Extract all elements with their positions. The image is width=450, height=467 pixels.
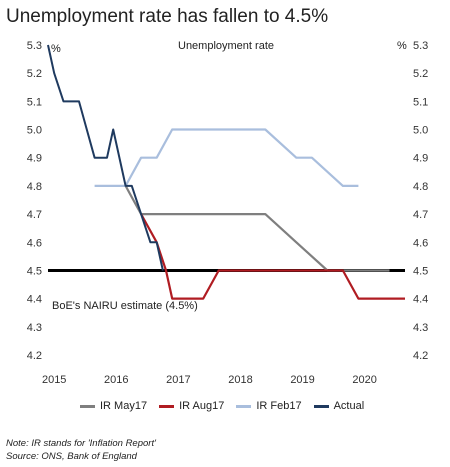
y-tick-left: 4.3 (27, 322, 42, 334)
legend-swatch (236, 404, 252, 408)
y-tick-left: 4.9 (27, 153, 42, 165)
y-tick-right: 4.7 (413, 209, 428, 221)
x-tick: 2019 (290, 374, 314, 386)
legend-item: Actual (313, 400, 365, 412)
y-tick-right: 4.9 (413, 153, 428, 165)
y-tick-right: 4.2 (413, 350, 428, 362)
y-tick-right: 5.2 (413, 68, 428, 80)
legend-label: IR Feb17 (256, 400, 302, 412)
chart-title: Unemployment rate has fallen to 4.5% (6, 6, 329, 27)
legend-label: IR Aug17 (179, 400, 225, 412)
note-line: Note: IR stands for 'Inflation Report' (6, 438, 156, 449)
x-tick: 2016 (104, 374, 128, 386)
x-tick: 2017 (166, 374, 190, 386)
x-tick: 2015 (42, 374, 66, 386)
y-tick-left: 5.1 (27, 96, 42, 108)
y-tick-left: 4.6 (27, 237, 42, 249)
legend-item: IR Aug17 (159, 400, 224, 412)
y-tick-left: 4.2 (27, 350, 42, 362)
y-tick-right: 4.3 (413, 322, 428, 334)
y-tick-left: 5.3 (27, 40, 42, 52)
notes: Note: IR stands for 'Inflation Report' S… (6, 437, 156, 463)
y-tick-right: 5.0 (413, 125, 428, 137)
x-tick: 2020 (352, 374, 376, 386)
legend-item: IR May17 (80, 400, 147, 412)
nairu-label: BoE's NAIRU estimate (4.5%) (52, 300, 198, 312)
series-line-ir-aug17 (140, 213, 405, 300)
y-tick-right: 4.5 (413, 265, 428, 277)
legend-label: IR May17 (100, 400, 148, 412)
legend-swatch (80, 404, 95, 408)
legend-item: IR Feb17 (236, 400, 302, 412)
y-tick-left: 4.8 (27, 181, 42, 193)
y-tick-left: 5.0 (27, 125, 42, 137)
y-tick-left: 4.4 (27, 294, 42, 306)
y-tick-right: 5.1 (413, 96, 428, 108)
series-line-actual (47, 44, 164, 271)
y-tick-left: 4.5 (27, 265, 42, 277)
y-unit-left: % (51, 43, 61, 55)
y-unit-right: % (397, 40, 407, 52)
source-line: Source: ONS, Bank of England (6, 451, 137, 462)
legend: IR May17 IR Aug17 IR Feb17 Actual (80, 400, 364, 412)
series-line-ir-may17 (124, 185, 390, 272)
y-tick-right: 5.3 (413, 40, 428, 52)
y-tick-left: 5.2 (27, 68, 42, 80)
legend-swatch (313, 404, 329, 408)
unemployment-chart: 4.2 4.2 4.3 4.3 4.4 4.4 4.5 4.5 4.6 4.6 4.7 4.7 4.8 4… (27, 40, 429, 386)
legend-label: Actual (333, 400, 365, 412)
legend-swatch (159, 404, 175, 408)
y-tick-right: 4.4 (413, 294, 428, 306)
y-tick-left: 4.7 (27, 209, 42, 221)
y-tick-right: 4.8 (413, 181, 428, 193)
series-line-ir-feb17 (94, 128, 359, 187)
chart-label: Unemployment rate (178, 40, 274, 52)
y-tick-right: 4.6 (413, 237, 428, 249)
x-tick: 2018 (228, 374, 252, 386)
